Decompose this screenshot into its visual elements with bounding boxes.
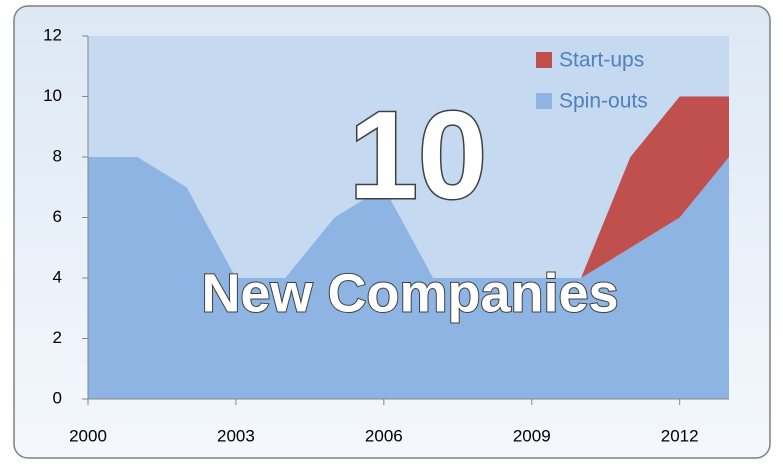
annotation: New Companies	[201, 263, 618, 323]
x-tick-label: 2003	[217, 426, 255, 445]
area	[88, 157, 729, 399]
annotation: 10	[349, 87, 487, 225]
y-tick-label: 6	[53, 207, 62, 226]
x-tick-label: 2006	[365, 426, 403, 445]
legend-label: Spin-outs	[559, 90, 648, 113]
legend-swatch	[536, 52, 552, 68]
y-tick-label: 4	[53, 267, 62, 286]
x-tick-label: 2009	[513, 426, 551, 445]
y-tick-label: 2	[53, 328, 62, 347]
x-tick-label: 2000	[69, 426, 107, 445]
area	[88, 96, 729, 278]
y-tick-label: 8	[53, 146, 62, 165]
y-tick-label: 10	[43, 86, 62, 105]
x-tick-label: 2012	[661, 426, 699, 445]
legend-swatch	[536, 93, 552, 109]
legend-label: Start-ups	[559, 49, 644, 72]
y-tick-label: 12	[43, 25, 62, 44]
y-tick-label: 0	[53, 388, 62, 407]
